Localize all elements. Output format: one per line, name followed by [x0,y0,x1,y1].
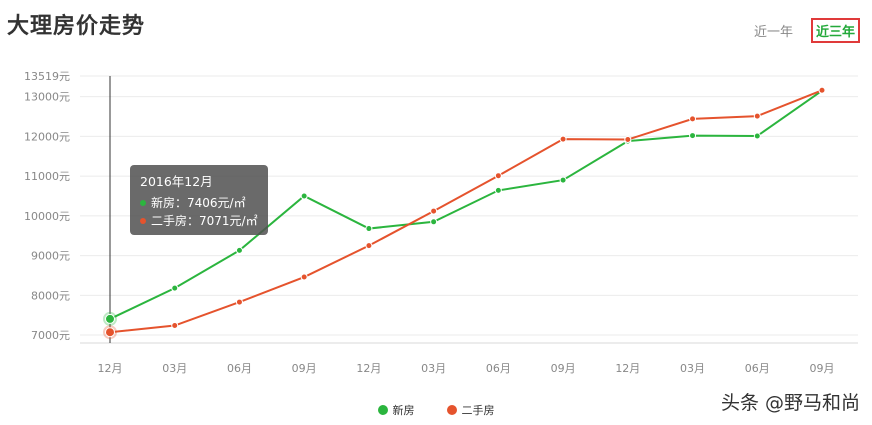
data-point[interactable] [559,135,567,143]
x-tick-label: 12月 [356,362,381,375]
data-point[interactable] [689,115,697,123]
x-tick-label: 03月 [680,362,705,375]
tooltip-row-second: 二手房：7071元/㎡ [140,212,258,230]
new-home-dot-icon [140,200,146,206]
tooltip-new-value: 新房：7406元/㎡ [151,196,246,210]
data-point[interactable] [430,207,438,215]
tab-one-year[interactable]: 近一年 [753,25,793,40]
data-point[interactable] [559,176,567,184]
y-tick-label: 13000元 [24,91,70,104]
y-tick-label: 10000元 [24,210,70,223]
legend-second-label: 二手房 [461,404,495,417]
y-tick-label: 8000元 [31,289,70,302]
tooltip-second-value: 二手房：7071元/㎡ [151,214,258,228]
data-point[interactable] [105,327,115,338]
data-point[interactable] [235,246,243,254]
data-point[interactable] [818,86,826,94]
data-point[interactable] [430,218,438,226]
data-point[interactable] [753,132,761,140]
data-point[interactable] [494,186,502,194]
x-tick-label: 09月 [551,362,576,375]
y-tick-label: 7000元 [31,329,70,342]
tooltip-row-new: 新房：7406元/㎡ [140,194,258,212]
y-tick-label: 13519元 [24,70,70,83]
range-tabs: 近一年 近三年 [750,18,860,43]
data-point[interactable] [494,172,502,180]
data-point[interactable] [624,136,632,144]
data-point[interactable] [689,132,697,140]
x-tick-label: 06月 [486,362,511,375]
data-point[interactable] [235,298,243,306]
legend-new-dot-icon [377,405,388,415]
x-tick-label: 06月 [227,362,252,375]
data-point[interactable] [171,322,179,330]
second-hand-dot-icon [140,218,146,224]
data-point[interactable] [365,242,373,250]
series-line-1 [109,89,823,334]
x-tick-label: 03月 [421,362,446,375]
x-tick-label: 06月 [745,362,770,375]
data-point[interactable] [365,225,373,233]
x-tick-label: 12月 [615,362,640,375]
tooltip-title: 2016年12月 [140,174,213,189]
series-line-0 [109,89,823,320]
chart-legend: 新房 二手房 [0,402,872,418]
tab-three-years[interactable]: 近三年 [810,18,860,43]
legend-second-dot-icon [446,405,457,415]
y-tick-label: 12000元 [24,130,70,143]
data-tooltip: 2016年12月 新房：7406元/㎡ 二手房：7071元/㎡ [130,165,268,235]
x-tick-label: 09月 [292,362,317,375]
y-tick-label: 9000元 [31,250,70,263]
legend-new-label: 新房 [392,404,415,417]
data-point[interactable] [300,192,308,200]
x-tick-label: 12月 [98,362,123,375]
x-tick-label: 03月 [162,362,187,375]
data-point[interactable] [171,284,179,292]
page-title: 大理房价走势 [7,14,146,39]
data-point[interactable] [105,313,115,324]
y-tick-label: 11000元 [24,170,70,183]
x-tick-label: 09月 [810,362,835,375]
data-point[interactable] [753,112,761,120]
data-point[interactable] [300,273,308,281]
legend-item-new[interactable]: 新房 [377,402,415,418]
watermark: 头条 @野马和尚 [720,392,860,414]
legend-item-second[interactable]: 二手房 [446,402,495,418]
